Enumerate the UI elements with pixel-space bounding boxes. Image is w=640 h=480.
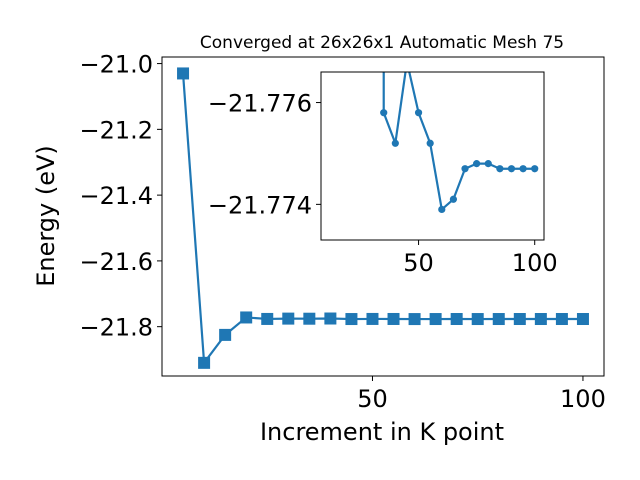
inset-series (380, 58, 539, 214)
inset-point (531, 165, 539, 173)
main-point (261, 312, 274, 325)
inset-y-tick-label: −21.774 (208, 191, 312, 219)
main-point (576, 313, 589, 326)
inset-point (403, 58, 410, 65)
main-y-tick-label: −21.8 (79, 314, 153, 342)
main-point (177, 67, 190, 80)
main-point (429, 313, 442, 326)
main-point (198, 356, 211, 369)
main-point (555, 313, 568, 326)
main-point (303, 312, 316, 325)
main-point (513, 313, 526, 326)
main-point (387, 312, 400, 325)
main-y-tick-label: −21.4 (79, 182, 153, 210)
main-point (366, 312, 379, 325)
main-x-tick-label: 100 (560, 385, 606, 413)
main-point (471, 313, 484, 326)
main-plot-area: 50 100 −21.0 −21.2 −21.4 −21.6 −21.8 (79, 51, 605, 413)
inset-point (426, 139, 434, 147)
main-y-tick-label: −21.6 (79, 248, 153, 276)
inset-x-tick-label: 100 (512, 249, 558, 277)
main-point (345, 313, 358, 326)
main-point (534, 313, 547, 326)
inset-frame (320, 71, 545, 241)
main-frame (161, 56, 605, 377)
inset-point (473, 160, 481, 168)
x-axis-label: Increment in K point (260, 418, 504, 446)
main-point (408, 313, 421, 326)
inset-point (496, 165, 504, 173)
main-x-tick-label: 50 (357, 385, 388, 413)
inset-point (519, 165, 527, 173)
chart-title: Converged at 26x26x1 Automatic Mesh 75 (200, 33, 564, 53)
inset-point (449, 195, 458, 203)
inset-plot-area: 50 100 −21.776 −21.774 (208, 58, 558, 277)
inset-point (484, 160, 492, 168)
inset-point (391, 139, 399, 147)
main-point (324, 312, 337, 325)
inset-x-tick-label: 50 (403, 249, 434, 277)
main-series (177, 67, 589, 369)
inset-point (414, 109, 423, 117)
inset-y-tick-label: −21.776 (208, 90, 312, 118)
inset-point (380, 109, 388, 117)
main-point (450, 313, 463, 326)
main-y-tick-label: −21.2 (79, 116, 153, 144)
main-point (492, 313, 505, 326)
inset-point (507, 165, 516, 173)
inset-point (461, 165, 469, 173)
main-y-tick-label: −21.0 (79, 51, 153, 79)
y-axis-label: Energy (eV) (32, 145, 60, 287)
inset-point (438, 205, 446, 214)
main-point (282, 312, 295, 325)
main-point (219, 328, 232, 341)
main-point (240, 311, 253, 324)
